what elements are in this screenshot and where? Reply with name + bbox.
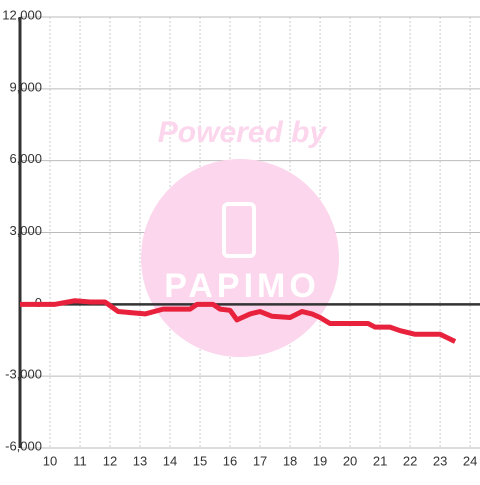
x-tick-label: 22 (403, 453, 417, 468)
x-tick-label: 10 (43, 453, 57, 468)
watermark-icon (222, 202, 256, 258)
y-tick-label: 6,000 (9, 151, 42, 166)
y-tick-label: 3,000 (9, 223, 42, 238)
x-tick-label: 17 (253, 453, 267, 468)
x-tick-label: 13 (133, 453, 147, 468)
x-tick-label: 11 (73, 453, 87, 468)
watermark-title: Powered by (158, 116, 328, 149)
watermark-logo: PAPIMO (164, 267, 320, 305)
x-tick-label: 15 (193, 453, 207, 468)
x-tick-label: 14 (163, 453, 177, 468)
x-tick-label: 21 (373, 453, 387, 468)
data-line (20, 298, 457, 344)
x-tick-label: 12 (103, 453, 117, 468)
x-tick-label: 23 (433, 453, 447, 468)
x-tick-label: 20 (343, 453, 357, 468)
y-tick-label: 12,000 (2, 7, 42, 22)
x-tick-label: 18 (283, 453, 297, 468)
x-tick-label: 19 (313, 453, 327, 468)
y-tick-label: -6,000 (5, 438, 42, 453)
y-tick-label: -3,000 (5, 367, 42, 382)
x-tick-label: 16 (223, 453, 237, 468)
y-tick-label: 9,000 (9, 79, 42, 94)
x-tick-label: 24 (463, 453, 477, 468)
